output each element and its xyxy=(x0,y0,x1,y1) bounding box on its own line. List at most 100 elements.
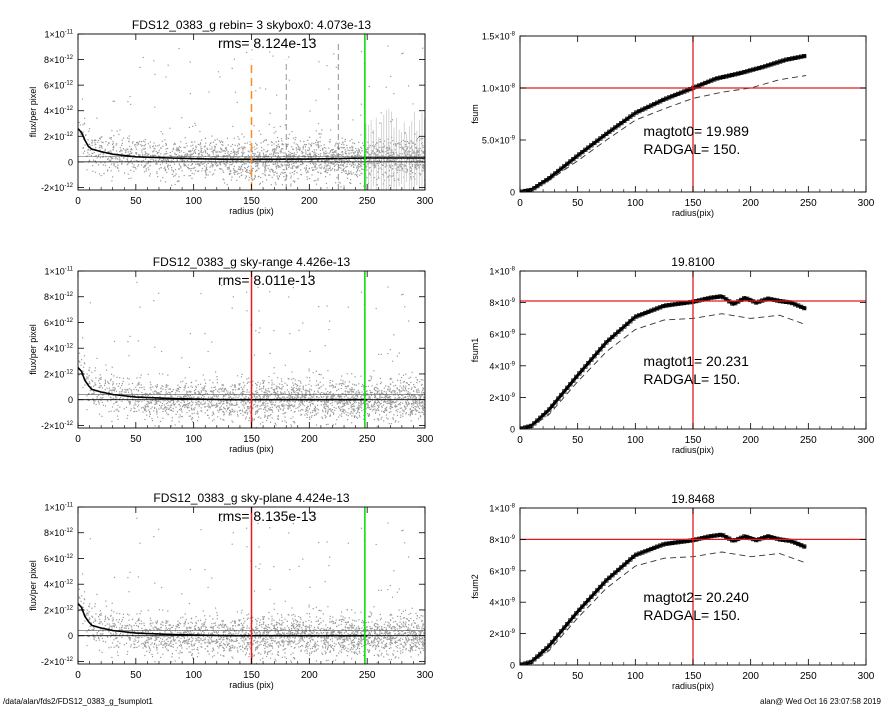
scatter-point xyxy=(295,394,297,396)
scatter-point xyxy=(265,157,268,159)
scatter-point xyxy=(257,167,259,169)
scatter-point xyxy=(346,160,348,162)
scatter-point xyxy=(238,384,240,386)
scatter-point xyxy=(404,408,406,410)
scatter-point xyxy=(286,175,288,177)
scatter-point xyxy=(416,147,418,149)
scatter-point xyxy=(280,408,282,410)
scatter-point xyxy=(330,129,332,131)
scatter-point xyxy=(421,406,424,408)
scatter-point xyxy=(313,166,315,168)
scatter-point xyxy=(391,149,393,151)
scatter-point xyxy=(340,401,342,403)
y-tick-mantissa: 1×10 xyxy=(44,30,64,40)
scatter-point xyxy=(301,400,303,402)
scatter-point xyxy=(128,401,130,403)
scatter-point xyxy=(165,162,167,164)
scatter-point xyxy=(193,412,195,414)
scatter-point xyxy=(223,414,225,416)
scatter-point xyxy=(265,169,267,171)
scatter-point xyxy=(357,153,359,155)
scatter-point xyxy=(265,88,267,90)
scatter-point xyxy=(194,151,196,153)
scatter-point xyxy=(237,148,239,150)
scatter-point xyxy=(252,162,254,164)
scatter-point xyxy=(259,383,261,385)
scatter-point xyxy=(258,310,260,312)
scatter-point xyxy=(338,181,340,183)
series-marker xyxy=(604,131,609,137)
scatter-point xyxy=(389,184,391,186)
scatter-point xyxy=(275,407,278,409)
scatter-point xyxy=(303,395,305,397)
scatter-point xyxy=(259,423,261,425)
scatter-point xyxy=(362,142,364,144)
scatter-point xyxy=(323,151,325,153)
scatter-point xyxy=(299,147,301,149)
scatter-point xyxy=(330,385,332,387)
scatter-point xyxy=(301,164,303,166)
scatter-point xyxy=(302,387,304,389)
scatter-point xyxy=(280,397,282,399)
scatter-point xyxy=(375,143,377,146)
scatter-point xyxy=(218,402,220,404)
scatter-point xyxy=(220,400,222,402)
scatter-point xyxy=(256,147,258,149)
scatter-point xyxy=(340,406,342,408)
scatter-point xyxy=(396,153,398,155)
scatter-point xyxy=(330,150,332,152)
scatter-point xyxy=(276,156,279,158)
scatter-point xyxy=(227,401,229,403)
scatter-point xyxy=(207,350,209,353)
scatter-point xyxy=(301,395,303,397)
scatter-point xyxy=(256,396,258,398)
scatter-point xyxy=(340,379,342,381)
scatter-point xyxy=(126,148,128,150)
scatter-point xyxy=(360,400,362,402)
scatter-point xyxy=(352,119,354,121)
scatter-point xyxy=(167,400,169,402)
scatter-point xyxy=(277,418,280,420)
scatter-point xyxy=(369,172,371,174)
scatter-point xyxy=(89,128,91,130)
scatter-point xyxy=(417,154,419,157)
scatter-point xyxy=(409,160,411,162)
scatter-point xyxy=(212,164,214,166)
scatter-point xyxy=(353,400,355,402)
scatter-point xyxy=(142,148,144,150)
scatter-point xyxy=(395,158,397,160)
scatter-point xyxy=(159,155,161,157)
scatter-point xyxy=(348,170,350,172)
scatter-point xyxy=(376,160,378,162)
scatter-point xyxy=(112,142,114,144)
scatter-point xyxy=(271,176,273,178)
scatter-point xyxy=(278,160,281,162)
scatter-point xyxy=(228,396,230,398)
scatter-point xyxy=(392,390,394,392)
scatter-point xyxy=(110,163,113,165)
scatter-point xyxy=(224,155,226,157)
scatter-point xyxy=(134,402,136,404)
scatter-point xyxy=(177,400,179,402)
scatter-point xyxy=(186,160,189,162)
scatter-point xyxy=(346,147,348,149)
scatter-point xyxy=(303,167,305,169)
series-marker xyxy=(766,63,771,68)
scatter-point xyxy=(84,123,86,125)
scatter-point xyxy=(342,155,344,157)
scatter-point xyxy=(204,406,206,408)
scatter-point xyxy=(372,410,374,412)
scatter-point xyxy=(156,171,158,173)
scatter-point xyxy=(386,410,388,412)
scatter-point xyxy=(201,152,203,154)
scatter-point xyxy=(330,162,332,164)
scatter-point xyxy=(311,411,313,413)
scatter-point xyxy=(322,384,324,386)
scatter-point xyxy=(127,151,129,153)
scatter-point xyxy=(249,173,251,175)
scatter-point xyxy=(239,166,241,168)
scatter-point xyxy=(172,400,175,402)
scatter-point xyxy=(326,166,328,168)
scatter-point xyxy=(108,391,110,393)
scatter-points xyxy=(78,281,425,428)
